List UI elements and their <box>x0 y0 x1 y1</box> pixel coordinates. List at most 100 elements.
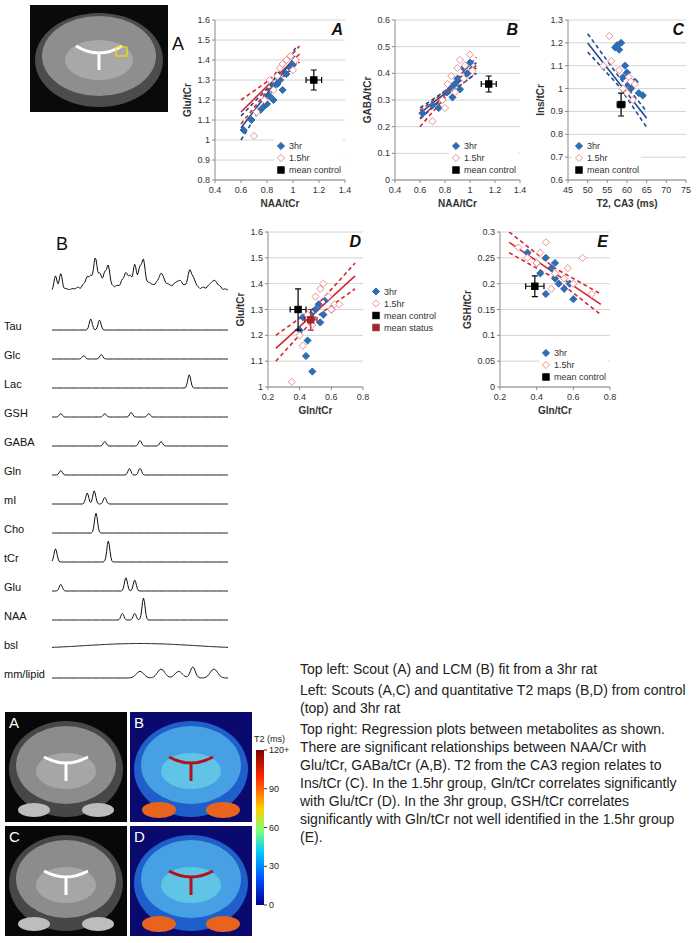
point <box>315 301 322 308</box>
legend-label: 3hr <box>289 141 302 151</box>
error-bar <box>295 289 301 330</box>
legend-marker <box>373 312 379 318</box>
tick-label: 1.4 <box>339 185 352 195</box>
head <box>35 13 163 107</box>
legend-background <box>572 139 641 177</box>
component-trace <box>52 375 228 388</box>
legend-label: 3hr <box>384 287 397 297</box>
tick-label: 0.2 <box>262 392 275 402</box>
head <box>9 835 123 931</box>
point <box>439 96 446 103</box>
y-axis <box>568 20 569 180</box>
tick-label: 1.4 <box>197 55 210 65</box>
tick-label: 0.6 <box>325 392 338 402</box>
legend-marker <box>278 167 284 173</box>
fit-line <box>420 73 476 118</box>
grid-line <box>215 180 345 181</box>
tick-label: 0.8 <box>261 185 274 195</box>
marks <box>419 51 496 127</box>
muscle <box>142 802 176 818</box>
point <box>608 58 615 65</box>
point <box>279 86 286 93</box>
image-background <box>30 5 168 112</box>
fit-line <box>276 289 355 361</box>
point <box>454 64 461 71</box>
point <box>456 56 463 63</box>
tick-label: 0.1 <box>377 148 390 158</box>
fit-line <box>420 68 476 113</box>
tick-label: 0.4 <box>209 185 222 195</box>
tick-label: 0.8 <box>357 392 370 402</box>
component-label: Glc <box>4 349 21 361</box>
point <box>469 67 476 74</box>
error-bar <box>481 81 496 87</box>
x-axis <box>215 180 345 181</box>
point <box>325 293 332 300</box>
point <box>274 72 281 79</box>
legend-label: 3hr <box>587 141 600 151</box>
component-trace <box>52 319 228 330</box>
tick <box>264 750 267 751</box>
fit-line <box>241 64 296 140</box>
tick-label: 50 <box>583 185 593 195</box>
tick-label: 0.6 <box>235 185 248 195</box>
head <box>134 835 248 931</box>
grid-line <box>395 126 520 127</box>
tick-label: 1.1 <box>550 61 563 71</box>
fit-line <box>241 56 296 128</box>
point <box>295 306 301 312</box>
colorbar-title: T2 (ms) <box>254 734 285 744</box>
tick-label: 0.4 <box>389 185 402 195</box>
component-label: tCr <box>4 552 19 564</box>
legend-label: mean control <box>464 165 516 175</box>
t2-map <box>130 826 252 936</box>
axis-title: Gln/tCr <box>299 405 333 416</box>
legend-background <box>449 139 518 177</box>
grid-line <box>568 20 686 21</box>
tick-label: 1.2 <box>489 185 502 195</box>
voxel <box>116 47 127 56</box>
tick-label: 0.6 <box>377 15 390 25</box>
point <box>270 96 277 103</box>
error-bar <box>532 276 538 297</box>
fit-line <box>420 63 476 108</box>
legend-label: 1.5hr <box>554 360 575 370</box>
brain-inner <box>161 867 221 903</box>
tick-label: 1.4 <box>514 185 527 195</box>
point <box>532 283 538 289</box>
brain <box>141 726 241 804</box>
error-bar <box>526 283 544 289</box>
error-bar <box>290 307 306 313</box>
error-bar <box>304 317 317 323</box>
tick-label: 0.6 <box>414 185 427 195</box>
component-label: GABA <box>4 436 35 448</box>
legend-label: mean control <box>384 311 436 321</box>
legend-label: 1.5hr <box>384 299 405 309</box>
point <box>309 368 316 375</box>
brain <box>16 726 116 804</box>
tick-label: 70 <box>661 185 671 195</box>
point <box>561 285 568 292</box>
tick-label: 60 <box>269 823 279 833</box>
point <box>555 280 562 287</box>
grid-line <box>568 180 686 181</box>
tick-label: 0.2 <box>377 122 390 132</box>
panel-letter: A <box>172 34 184 54</box>
tick-label: 1 <box>290 185 295 195</box>
panel-letter: C <box>9 828 20 845</box>
caption: Top left: Scout (A) and LCM (B) fit from… <box>300 660 694 849</box>
point <box>629 96 636 103</box>
axis-title: Glu/tCr <box>182 83 193 117</box>
grid-line <box>395 180 520 181</box>
tick-label: 1 <box>205 135 210 145</box>
point <box>561 275 568 282</box>
axis-title: GABA/tCr <box>362 77 373 124</box>
tick-label: 0.3 <box>377 95 390 105</box>
tick-label: 0.05 <box>477 356 495 366</box>
tick-label: 0.4 <box>293 392 306 402</box>
image-background <box>5 826 127 936</box>
legend-marker <box>542 349 549 356</box>
marks <box>240 46 322 140</box>
tick-label: 0.8 <box>197 175 210 185</box>
grid-line <box>215 40 345 41</box>
